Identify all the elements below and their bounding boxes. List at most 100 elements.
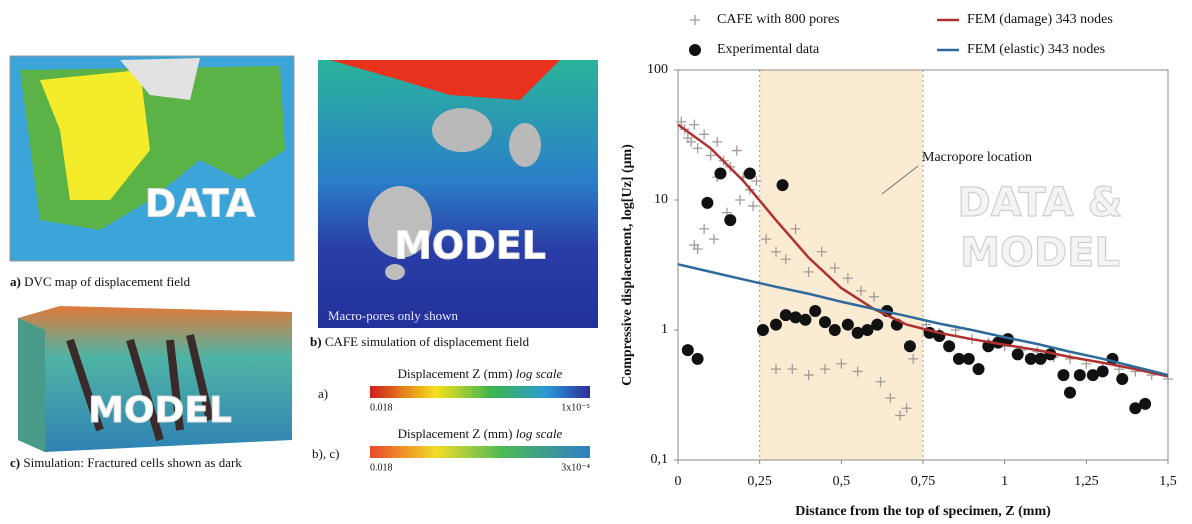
y-tick-label: 10 — [654, 192, 668, 207]
cafe-point — [803, 266, 814, 277]
experimental-point — [743, 167, 756, 180]
experimental-point — [779, 309, 792, 322]
cafe-point — [780, 254, 791, 265]
legend-label: FEM (elastic) 343 nodes — [967, 42, 1105, 57]
caption-letter: b) — [310, 334, 322, 349]
y-tick-label: 1 — [661, 322, 668, 337]
experimental-point — [714, 167, 727, 180]
experimental-point — [1011, 348, 1024, 361]
colorbar-max: 3x10⁻⁴ — [561, 462, 590, 473]
experimental-point — [952, 352, 965, 365]
experimental-point — [691, 352, 704, 365]
watermark: DATA & — [958, 180, 1123, 226]
experimental-point — [903, 340, 916, 353]
colorbar-scale: log scale — [516, 366, 563, 381]
experimental-point — [756, 324, 769, 336]
colorbar — [370, 446, 590, 458]
x-axis-label: Distance from the top of specimen, Z (mm… — [795, 504, 1051, 519]
cafe-point — [690, 15, 700, 25]
x-tick-label: 1,25 — [1074, 474, 1099, 489]
cafe-point — [852, 366, 863, 377]
experimental-point — [776, 179, 789, 192]
colorbar-title: Displacement Z (mm) log scale — [398, 426, 563, 441]
experimental-point — [972, 363, 985, 376]
legend-label: Experimental data — [717, 42, 820, 57]
cafe-point — [869, 291, 879, 302]
experimental-point — [841, 318, 854, 331]
cafe-point — [692, 243, 703, 254]
experimental-point — [819, 316, 831, 329]
cafe-point — [885, 392, 896, 403]
panel-a-image — [9, 55, 295, 262]
colorbar-tag: a) — [318, 386, 328, 401]
cafe-point — [751, 176, 762, 187]
cafe-point — [901, 403, 912, 414]
cafe-point — [803, 370, 814, 381]
annotation-leader — [881, 165, 919, 195]
experimental-point — [681, 344, 694, 357]
experimental-point — [861, 324, 874, 336]
experimental-point — [962, 352, 975, 365]
cafe-point — [735, 195, 746, 205]
colorbar-title: Displacement Z (mm) log scale — [398, 366, 563, 381]
overlay-label: DATA — [145, 182, 256, 226]
cafe-point — [689, 119, 700, 130]
colorbar-min: 0.018 — [370, 402, 393, 413]
cafe-point — [712, 136, 723, 147]
x-tick-label: 1,5 — [1159, 474, 1177, 489]
experimental-point — [851, 326, 864, 339]
legend-label: CAFE with 800 pores — [717, 12, 840, 27]
colorbar-max: 1x10⁻⁵ — [561, 402, 590, 413]
cafe-point — [748, 200, 759, 211]
experimental-point — [789, 311, 802, 324]
x-tick-label: 0,25 — [747, 474, 772, 489]
cafe-point — [761, 234, 772, 245]
cafe-point — [731, 145, 742, 156]
y-tick-label: 0,1 — [651, 452, 669, 467]
colorbar — [370, 386, 590, 398]
caption-letter: a) — [10, 274, 21, 289]
panel-note: Macro-pores only shown — [328, 308, 458, 323]
experimental-point — [1034, 352, 1047, 365]
cafe-point — [699, 223, 710, 234]
experimental-point — [1024, 352, 1037, 365]
colorbar-tag: b), c) — [312, 446, 339, 461]
caption: b) CAFE simulation of displacement field — [310, 334, 530, 349]
experimental-point — [1116, 372, 1129, 385]
x-tick-label: 0,75 — [911, 474, 936, 489]
overlay-label: MODEL — [88, 390, 232, 431]
experimental-point — [1073, 369, 1086, 382]
experimental-point — [1086, 369, 1099, 382]
fem-line — [677, 123, 1169, 378]
chart: DATA &MODEL 0 0,25 0,5 0,75 1 1,25 1,5 0,1 1 10 100… — [620, 12, 1177, 519]
cafe-point — [908, 353, 919, 364]
x-tick-label: 0 — [675, 474, 682, 489]
experimental-point — [1139, 397, 1152, 410]
caption-text: CAFE simulation of displacement field — [325, 334, 530, 349]
experimental-point — [770, 318, 782, 331]
cafe-point — [790, 223, 801, 234]
cafe-point — [787, 364, 798, 375]
y-tick-label: 100 — [647, 62, 668, 77]
cafe-point — [676, 116, 687, 127]
overlay-label: MODEL — [394, 224, 546, 268]
watermark: MODEL — [960, 230, 1120, 276]
highlight-region — [759, 70, 923, 460]
cafe-point — [895, 410, 906, 421]
legend-label: FEM (damage) 343 nodes — [967, 12, 1113, 27]
cafe-point — [836, 358, 847, 369]
experimental-point — [828, 324, 841, 336]
experimental-point — [943, 340, 956, 353]
fem-line — [677, 263, 1169, 377]
cafe-point — [686, 136, 697, 147]
annotation: Macropore location — [922, 150, 1032, 165]
caption: c) Simulation: Fractured cells shown as … — [10, 455, 242, 470]
cafe-point — [842, 273, 853, 284]
caption: a) DVC map of displacement field — [10, 274, 191, 289]
experimental-point — [724, 214, 737, 227]
experimental-point — [799, 313, 812, 326]
cafe-point — [875, 376, 886, 387]
experimental-point — [1129, 402, 1142, 415]
cafe-point — [705, 150, 716, 161]
